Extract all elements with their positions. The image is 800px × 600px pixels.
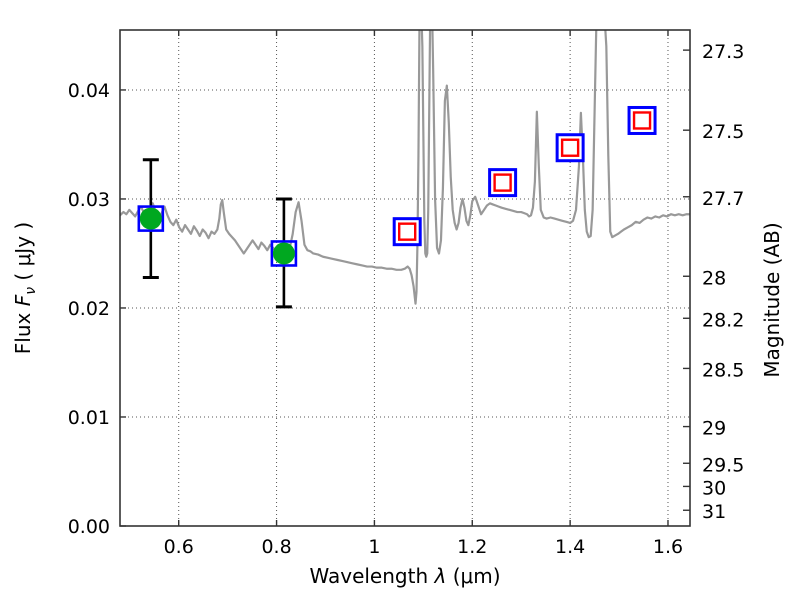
x-tick-label: 0.8 <box>261 536 291 558</box>
observed-marker-box <box>137 205 165 232</box>
right-tick-label: 27.3 <box>702 41 744 63</box>
spectrum-polyline <box>120 30 690 305</box>
model-spectrum-curve <box>120 30 690 305</box>
right-tick-label: 28.2 <box>702 309 744 331</box>
right-tick-label: 30 <box>702 477 726 499</box>
y-axis-label-units: ( μJy ) <box>11 222 35 281</box>
y-tick-label: 0.04 <box>68 80 110 102</box>
y-tick-label: 0.02 <box>68 298 110 320</box>
x-axis-label-symbol: λ <box>434 564 447 588</box>
observed-photometry-markers <box>137 205 298 267</box>
model-marker-inner-square <box>398 222 417 241</box>
model-marker-inner-square <box>560 138 580 157</box>
right-tick-label: 27.7 <box>702 188 744 210</box>
model-marker-inner-square <box>493 173 512 192</box>
x-tick-label: 1 <box>368 536 380 558</box>
model-photometry-markers <box>392 105 657 247</box>
x-axis-label-prefix: Wavelength <box>309 564 428 588</box>
right-axis-label: Magnitude (AB) <box>760 222 784 377</box>
x-axis-label: Wavelength λ (μm) <box>309 564 500 588</box>
observed-marker-circle <box>139 207 162 230</box>
y-axis-label-subscript: ν <box>23 287 39 295</box>
right-tick-label: 27.5 <box>702 121 744 143</box>
axes-frame <box>119 29 691 527</box>
x-axis-ticks: 0.6 0.8 1 1.2 1.4 1.6 <box>164 30 683 558</box>
right-tick-label: 28.5 <box>702 359 744 381</box>
right-tick-label: 31 <box>702 501 726 523</box>
y-axis-label-symbol: F <box>11 294 35 306</box>
y-axis-ticks: 0.00 0.01 0.02 0.03 0.04 <box>68 80 126 538</box>
right-tick-label: 29 <box>702 418 726 440</box>
x-tick-label: 1.4 <box>555 536 585 558</box>
y-tick-label: 0.03 <box>68 189 110 211</box>
y-tick-label: 0.00 <box>68 516 110 538</box>
grid-lines <box>120 30 690 526</box>
observed-marker-box <box>270 240 298 267</box>
right-tick-label: 29.5 <box>702 454 744 476</box>
y-axis-label: Flux Fν ( μJy ) <box>11 222 39 354</box>
x-tick-label: 1.6 <box>653 536 683 558</box>
x-axis-label-units: (μm) <box>453 564 501 588</box>
y-tick-label: 0.01 <box>68 407 110 429</box>
x-tick-label: 0.6 <box>164 536 194 558</box>
observed-marker-circle <box>272 242 295 265</box>
y-axis-label-prefix: Flux <box>11 312 35 354</box>
right-tick-label: 28 <box>702 267 726 289</box>
axes-background <box>120 30 690 526</box>
x-tick-label: 1.2 <box>457 536 487 558</box>
model-marker-inner-square <box>632 111 652 130</box>
